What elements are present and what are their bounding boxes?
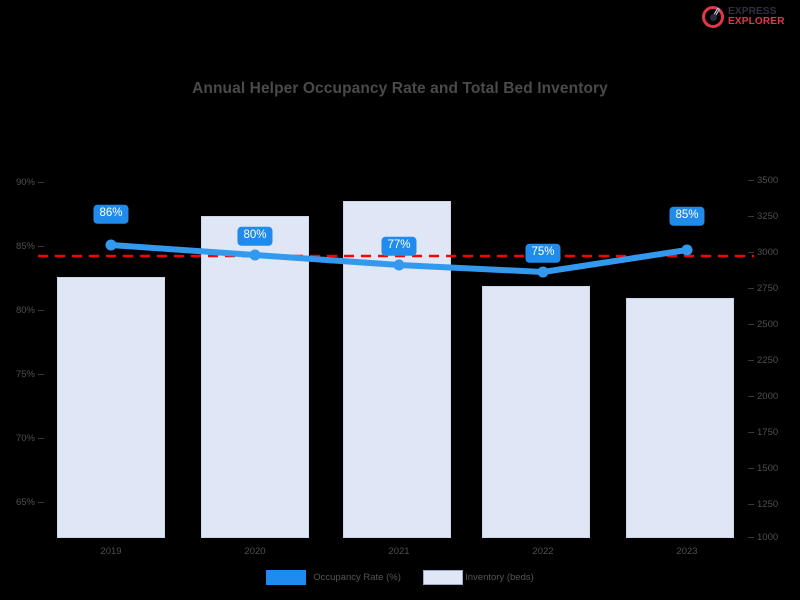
bar-2022 xyxy=(482,286,590,538)
x-axis-label-2021: 2021 xyxy=(388,546,410,557)
right-axis-tick xyxy=(748,216,754,217)
chart-plot-area: 90% 85% 80% 75% 70% 65% 3500 3250 3000 2… xyxy=(16,176,778,557)
right-axis-label-6: 2000 xyxy=(757,391,779,402)
line-series-overlay xyxy=(38,239,754,278)
logo-wordmark: EXPRESS EXPLORER xyxy=(728,5,785,27)
legend-swatch-bar-icon xyxy=(422,570,463,585)
data-label-2023: 85% xyxy=(669,206,705,226)
right-axis-tick xyxy=(748,252,754,253)
left-axis-label-2: 80% xyxy=(15,305,35,316)
left-axis-tick xyxy=(38,310,44,311)
data-label-2019: 86% xyxy=(93,204,129,224)
left-axis-tick xyxy=(38,182,44,183)
right-axis-label-4: 2500 xyxy=(757,319,779,330)
left-axis-label-0: 90% xyxy=(15,177,35,188)
right-axis-tick xyxy=(748,360,754,361)
line-marker-2023 xyxy=(681,244,693,256)
right-axis-label-9: 1250 xyxy=(757,499,779,510)
x-axis-label-2023: 2023 xyxy=(676,546,698,557)
left-axis-tick xyxy=(38,438,44,439)
right-axis-tick xyxy=(748,537,754,538)
right-axis-label-10: 1000 xyxy=(757,532,779,543)
data-label-2022: 75% xyxy=(525,243,561,263)
x-axis-label-2020: 2020 xyxy=(244,546,266,557)
right-axis-label-0: 3500 xyxy=(757,175,779,186)
bar-2023 xyxy=(626,298,734,538)
right-axis-label-3: 2750 xyxy=(757,283,779,294)
right-axis-label-1: 3250 xyxy=(757,211,779,222)
legend-item-occupancy-rate[interactable]: Occupancy Rate (%) xyxy=(266,570,401,585)
data-label-2021: 77% xyxy=(381,236,417,256)
legend-label-occupancy-rate: Occupancy Rate (%) xyxy=(313,572,401,583)
brand-logo: EXPRESS EXPLORER xyxy=(702,3,794,31)
left-axis-tick xyxy=(38,374,44,375)
bar-2020 xyxy=(201,216,309,538)
logo-word-secondary: EXPLORER xyxy=(728,16,785,27)
legend-item-bed-inventory[interactable]: Total Bed Inventory (beds) xyxy=(422,570,534,585)
right-axis-tick xyxy=(748,180,754,181)
left-axis-label-1: 85% xyxy=(15,241,35,252)
right-axis-label-5: 2250 xyxy=(757,355,779,366)
data-label-2020: 80% xyxy=(237,226,273,246)
line-marker-2022 xyxy=(537,266,549,278)
line-marker-2021 xyxy=(393,259,405,271)
right-axis-label-7: 1750 xyxy=(757,427,779,438)
logo-mark-icon xyxy=(702,6,724,28)
right-axis-label-8: 1500 xyxy=(757,463,779,474)
chart-legend: Occupancy Rate (%) Total Bed Inventory (… xyxy=(0,570,800,585)
right-axis-tick xyxy=(748,468,754,469)
left-axis-label-3: 75% xyxy=(15,369,35,380)
right-axis-tick xyxy=(748,504,754,505)
left-axis-tick xyxy=(38,246,44,247)
right-axis-tick xyxy=(748,396,754,397)
left-axis-label-4: 70% xyxy=(15,433,35,444)
legend-swatch-line-icon xyxy=(266,570,307,585)
line-marker-2019 xyxy=(105,239,117,251)
right-axis-tick xyxy=(748,324,754,325)
x-axis-label-2019: 2019 xyxy=(100,546,122,557)
left-axis-tick xyxy=(38,502,44,503)
chart-title: Annual Helper Occupancy Rate and Total B… xyxy=(192,80,608,97)
line-marker-2020 xyxy=(249,249,261,261)
bar-2019 xyxy=(57,277,165,538)
right-axis-tick xyxy=(748,288,754,289)
legend-label-bed-inventory: Total Bed Inventory (beds) xyxy=(422,572,534,583)
right-axis-label-2: 3000 xyxy=(757,247,779,258)
left-axis-label-5: 65% xyxy=(15,497,35,508)
logo-word-primary: EXPRESS xyxy=(728,5,777,17)
x-axis-label-2022: 2022 xyxy=(532,546,554,557)
right-axis-tick xyxy=(748,432,754,433)
